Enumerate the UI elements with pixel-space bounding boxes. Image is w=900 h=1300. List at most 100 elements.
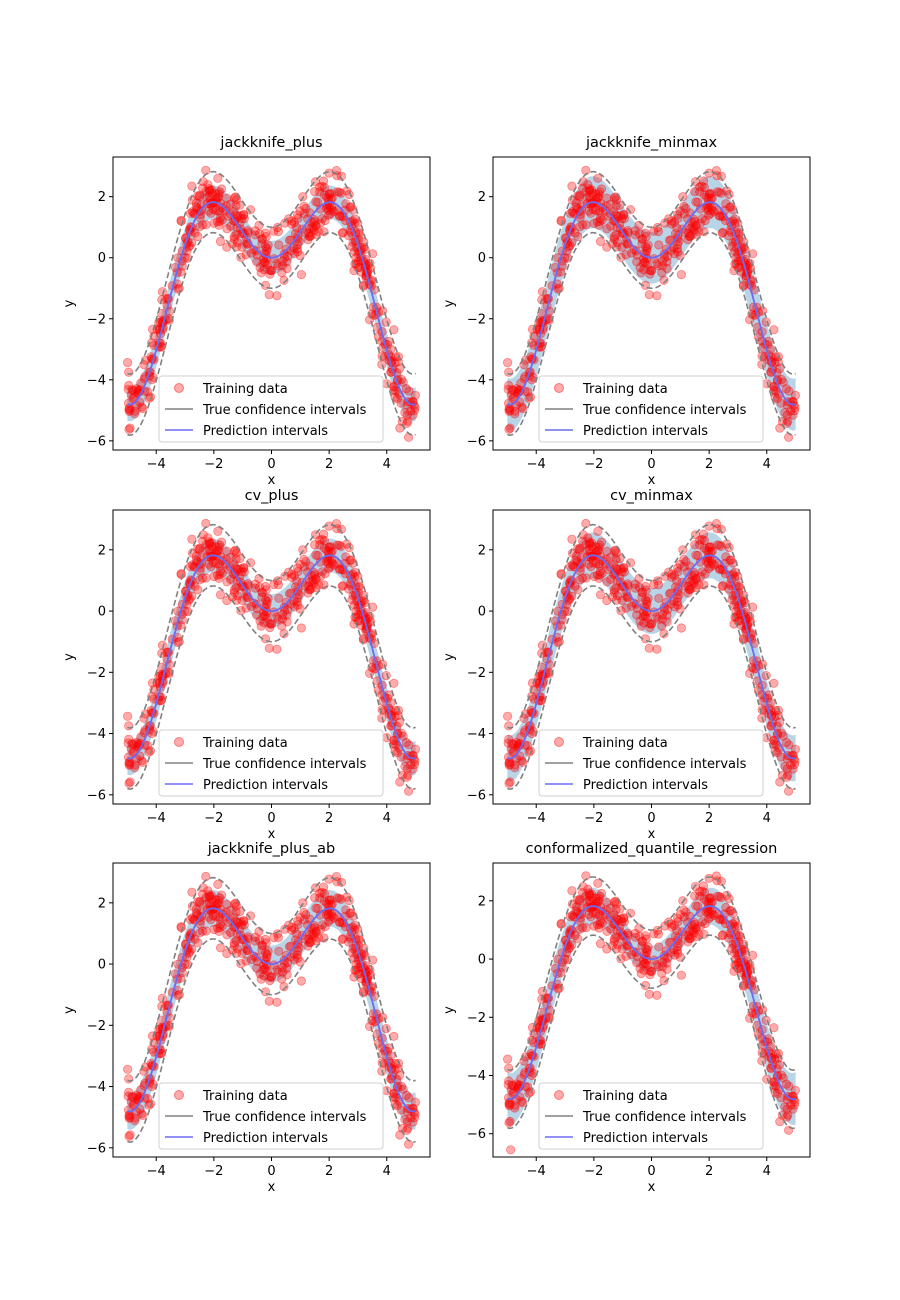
data-point xyxy=(277,256,288,266)
data-point xyxy=(320,569,330,579)
data-point xyxy=(772,747,782,758)
data-point xyxy=(332,540,343,550)
data-point xyxy=(782,410,792,420)
data-point xyxy=(584,184,594,194)
data-point xyxy=(305,929,315,940)
data-point xyxy=(365,617,376,627)
data-point xyxy=(504,367,514,377)
data-point xyxy=(359,943,369,953)
data-point xyxy=(402,772,412,782)
data-point xyxy=(332,559,342,569)
data-point xyxy=(577,536,588,546)
data-point xyxy=(704,189,714,199)
data-point xyxy=(703,556,713,566)
data-point xyxy=(583,884,593,895)
data-point xyxy=(602,595,612,606)
data-point xyxy=(727,242,737,252)
data-point xyxy=(619,563,629,574)
y-tick-label: −2 xyxy=(467,1011,486,1026)
data-point xyxy=(783,416,793,426)
data-point xyxy=(334,564,345,574)
data-point xyxy=(128,739,138,749)
data-point xyxy=(360,598,370,608)
data-point xyxy=(691,901,701,911)
data-point xyxy=(282,251,293,261)
data-point xyxy=(725,202,735,212)
prediction-line xyxy=(507,905,796,1101)
data-point xyxy=(639,264,649,275)
data-point xyxy=(695,886,705,897)
data-point xyxy=(784,386,794,396)
data-point xyxy=(236,564,246,574)
data-point xyxy=(583,533,593,543)
data-point xyxy=(279,959,290,969)
data-point xyxy=(609,897,620,907)
data-point xyxy=(317,920,327,930)
data-point xyxy=(504,1101,514,1111)
data-point xyxy=(523,740,533,751)
data-point xyxy=(214,206,224,216)
data-point xyxy=(300,228,310,238)
data-point xyxy=(321,556,331,567)
data-point xyxy=(343,584,354,594)
data-point xyxy=(782,1112,792,1122)
data-point xyxy=(525,1087,536,1097)
data-point xyxy=(289,243,299,253)
data-point xyxy=(194,192,204,202)
data-point xyxy=(282,263,292,274)
x-tick-label: −4 xyxy=(527,457,546,472)
data-point xyxy=(198,926,208,936)
data-point xyxy=(318,176,329,186)
data-point xyxy=(739,237,749,247)
data-point xyxy=(279,606,290,616)
data-point xyxy=(691,932,701,942)
data-point xyxy=(609,934,619,944)
data-point xyxy=(396,398,406,408)
data-point xyxy=(662,257,672,267)
data-point xyxy=(308,576,318,587)
data-point xyxy=(553,984,563,994)
data-point xyxy=(198,573,208,583)
data-point xyxy=(662,964,672,974)
x-axis-label: x xyxy=(648,827,656,842)
data-point xyxy=(619,210,629,220)
data-point xyxy=(262,966,272,977)
data-point xyxy=(527,691,537,702)
data-point xyxy=(398,731,408,741)
data-point xyxy=(695,921,706,931)
data-point xyxy=(123,1064,133,1074)
data-point xyxy=(187,207,197,217)
data-point xyxy=(645,265,655,275)
data-point xyxy=(213,526,223,537)
data-point xyxy=(206,561,216,572)
data-point xyxy=(246,954,257,965)
data-point xyxy=(685,926,695,936)
data-point xyxy=(659,954,670,964)
data-point xyxy=(626,949,637,960)
legend-marker-training xyxy=(554,383,564,393)
data-point xyxy=(706,542,716,552)
data-point xyxy=(642,260,653,270)
data-point xyxy=(582,192,592,202)
data-point xyxy=(686,231,696,241)
data-point xyxy=(351,959,361,970)
data-point xyxy=(609,234,620,244)
data-point xyxy=(505,405,515,416)
data-point xyxy=(611,899,622,909)
data-point xyxy=(318,529,329,539)
data-point xyxy=(305,232,315,242)
data-point xyxy=(207,894,217,904)
data-point xyxy=(689,578,699,589)
data-point xyxy=(195,222,205,232)
data-point xyxy=(217,568,227,578)
data-point xyxy=(505,423,515,433)
data-point xyxy=(676,269,687,280)
data-point xyxy=(645,618,655,629)
data-point xyxy=(593,878,603,888)
data-point xyxy=(698,529,709,539)
data-point xyxy=(567,181,577,191)
data-point xyxy=(662,958,672,968)
y-tick-label: 0 xyxy=(98,605,106,620)
data-point xyxy=(404,740,414,750)
